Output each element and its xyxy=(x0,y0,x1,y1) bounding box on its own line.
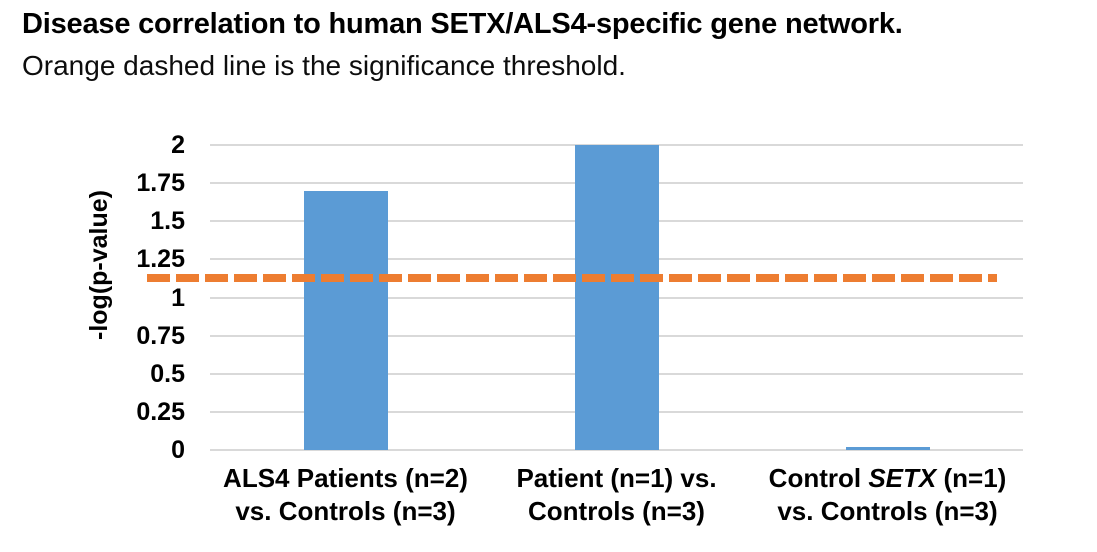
y-tick-label: 0.25 xyxy=(136,397,185,426)
y-tick-label: 0.5 xyxy=(150,359,185,388)
y-tick-label: 1.25 xyxy=(136,245,185,274)
y-tick-label: 2 xyxy=(171,131,185,159)
figure-title: Disease correlation to human SETX/ALS4-s… xyxy=(22,8,903,40)
y-tick-label: 1.5 xyxy=(150,207,185,236)
y-tick-label: 0.75 xyxy=(136,321,185,350)
y-tick-label: 1 xyxy=(171,283,185,312)
bar xyxy=(845,446,930,450)
x-category-label: ALS4 Patients (n=2) vs. Controls (n=3) xyxy=(223,463,468,526)
y-tick-label: 0 xyxy=(171,436,185,464)
bar xyxy=(574,145,659,450)
y-tick-label: 1.75 xyxy=(136,169,185,198)
significance-threshold-line xyxy=(147,273,997,282)
x-category-label: Patient (n=1) vs. Controls (n=3) xyxy=(516,463,717,526)
figure-subtitle: Orange dashed line is the significance t… xyxy=(22,50,626,81)
bar xyxy=(303,190,388,450)
gridline xyxy=(210,449,1023,451)
x-category-label: Control SETX (n=1) vs. Controls (n=3) xyxy=(768,463,1007,526)
